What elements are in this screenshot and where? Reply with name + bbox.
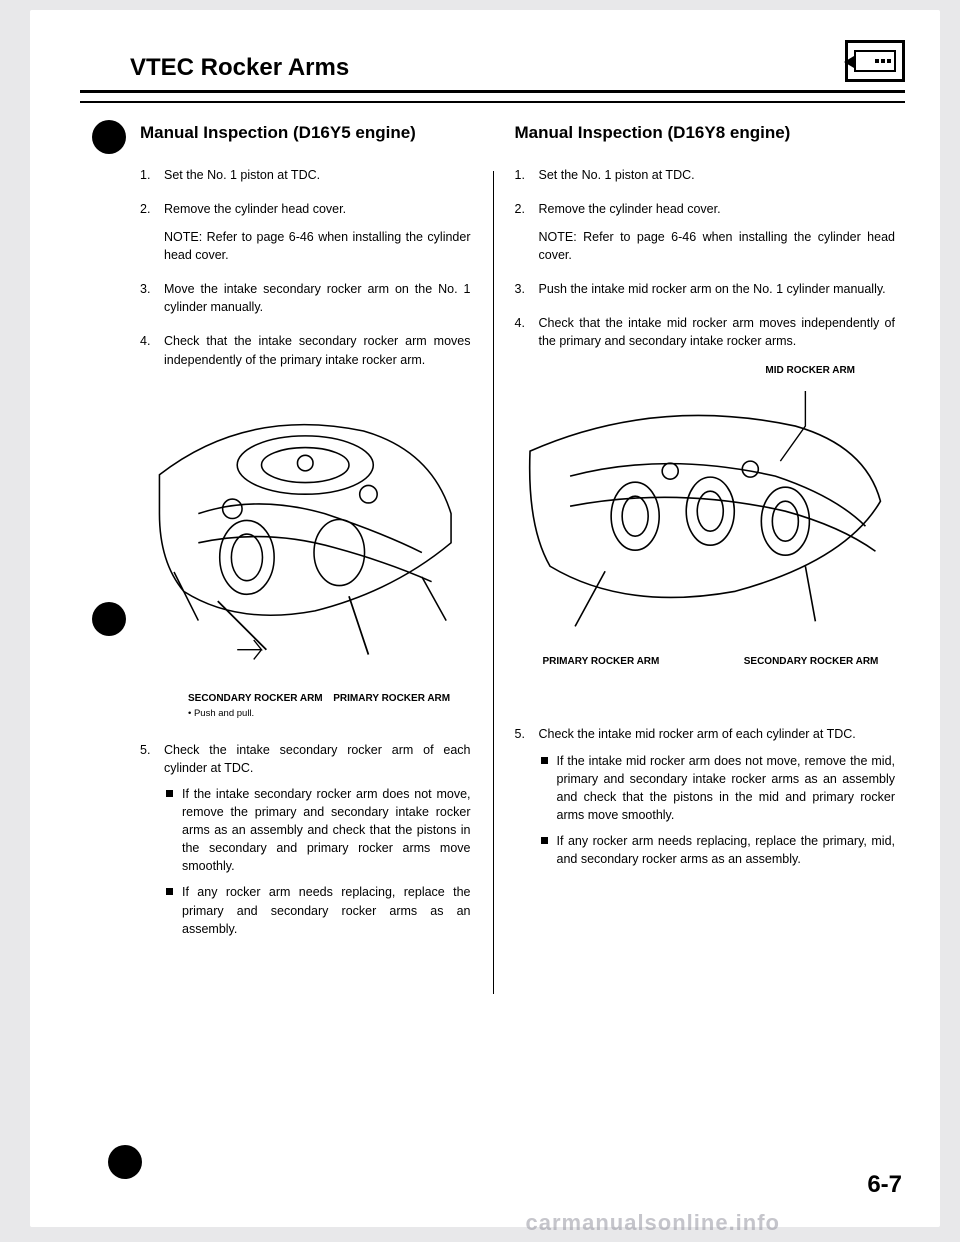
sub-bullet-list: If the intake secondary rocker arm does … — [164, 785, 471, 938]
right-column: Manual Inspection (D16Y8 engine) Set the… — [493, 121, 906, 954]
page-number: 6-7 — [867, 1171, 902, 1199]
step-item: Move the intake secondary rocker arm on … — [140, 280, 471, 316]
sub-bullet-list: If the intake mid rocker arm does not mo… — [539, 752, 896, 869]
section-heading-left: Manual Inspection (D16Y5 engine) — [140, 121, 471, 146]
margin-bullet-icon — [108, 1145, 142, 1179]
left-column: Manual Inspection (D16Y5 engine) Set the… — [80, 121, 493, 954]
content-columns: Manual Inspection (D16Y5 engine) Set the… — [80, 121, 905, 954]
sub-bullet-item: If the intake mid rocker arm does not mo… — [539, 752, 896, 825]
page-header: VTEC Rocker Arms — [80, 40, 905, 93]
step-item: Remove the cylinder head cover. NOTE: Re… — [515, 200, 896, 264]
step-note: NOTE: Refer to page 6-46 when installing… — [164, 228, 471, 264]
diagram-label-primary: PRIMARY ROCKER ARM — [333, 692, 470, 707]
step-item: Push the intake mid rocker arm on the No… — [515, 280, 896, 298]
steps-list-right: Set the No. 1 piston at TDC. Remove the … — [515, 166, 896, 351]
rocker-arm-diagram-left-icon — [140, 397, 471, 689]
steps-list-left: Set the No. 1 piston at TDC. Remove the … — [140, 166, 471, 369]
step-note: NOTE: Refer to page 6-46 when installing… — [539, 228, 896, 264]
step-item: Set the No. 1 piston at TDC. — [140, 166, 471, 184]
watermark-text: carmanualsonline.info — [526, 1210, 781, 1236]
manual-page: VTEC Rocker Arms Manual Inspection (D16Y… — [30, 10, 940, 1227]
step-item: Remove the cylinder head cover. NOTE: Re… — [140, 200, 471, 264]
rocker-arm-diagram-right-icon — [515, 371, 896, 651]
diagram-label-primary: PRIMARY ROCKER ARM — [543, 655, 694, 670]
section-heading-right: Manual Inspection (D16Y8 engine) — [515, 121, 896, 146]
diagram-label-secondary: SECONDARY ROCKER ARM — [744, 655, 895, 670]
diagram-label-sub: • Push and pull. — [188, 707, 325, 721]
diagram-caption-row: SECONDARY ROCKER ARM • Push and pull. PR… — [140, 692, 471, 720]
brand-logo — [845, 40, 905, 82]
column-divider — [493, 171, 495, 994]
diagram-left: SECONDARY ROCKER ARM • Push and pull. PR… — [140, 397, 471, 721]
step-item: Set the No. 1 piston at TDC. — [515, 166, 896, 184]
sub-bullet-item: If any rocker arm needs replacing, repla… — [164, 883, 471, 937]
sub-bullet-item: If the intake secondary rocker arm does … — [164, 785, 471, 876]
header-rule — [80, 101, 905, 103]
step-item: Check that the intake mid rocker arm mov… — [515, 314, 896, 350]
sub-bullet-item: If any rocker arm needs replacing, repla… — [539, 832, 896, 868]
diagram-label-mid: MID ROCKER ARM — [765, 365, 855, 377]
diagram-right: MID ROCKER ARM — [515, 371, 896, 670]
steps-list-right-cont: Check the intake mid rocker arm of each … — [515, 725, 896, 868]
step-item: Check that the intake secondary rocker a… — [140, 332, 471, 368]
step-item: Check the intake mid rocker arm of each … — [515, 725, 896, 868]
diagram-caption-row: PRIMARY ROCKER ARM SECONDARY ROCKER ARM — [515, 655, 896, 670]
diagram-label-secondary: SECONDARY ROCKER ARM — [188, 692, 325, 707]
steps-list-left-cont: Check the intake secondary rocker arm of… — [140, 741, 471, 938]
step-item: Check the intake secondary rocker arm of… — [140, 741, 471, 938]
page-title: VTEC Rocker Arms — [80, 54, 349, 82]
